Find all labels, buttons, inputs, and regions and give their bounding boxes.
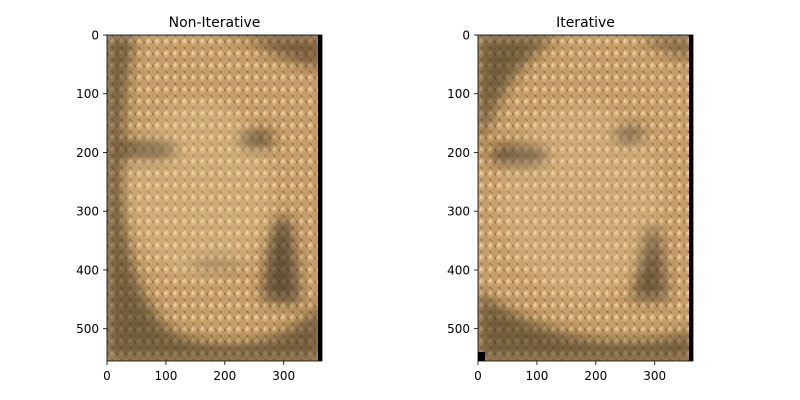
y-tick-label: 400 bbox=[76, 263, 99, 277]
y-ticks: 0 100 200 300 400 500 bbox=[76, 29, 107, 336]
y-ticks: 0 100 200 300 400 500 bbox=[447, 29, 478, 336]
face-shading bbox=[107, 35, 322, 361]
y-tick-label: 500 bbox=[76, 322, 99, 336]
x-tick-label: 0 bbox=[474, 369, 482, 383]
panel-title: Iterative bbox=[556, 15, 615, 31]
y-tick-label: 100 bbox=[447, 87, 470, 101]
x-ticks: 0 100 200 300 bbox=[474, 361, 666, 383]
panel-title: Non-Iterative bbox=[169, 15, 261, 31]
y-tick-label: 200 bbox=[76, 146, 99, 160]
y-tick-label: 0 bbox=[462, 29, 470, 43]
y-tick-label: 0 bbox=[91, 29, 99, 43]
y-tick-label: 400 bbox=[447, 263, 470, 277]
image-area bbox=[478, 35, 693, 361]
x-ticks: 0 100 200 300 bbox=[103, 361, 295, 383]
y-tick-label: 100 bbox=[76, 87, 99, 101]
panel-iterative: Iterative 0 100 200 300 400 500 0 100 200 300 bbox=[447, 15, 694, 383]
y-tick-label: 300 bbox=[76, 205, 99, 219]
image-area bbox=[107, 35, 322, 361]
x-tick-label: 200 bbox=[584, 369, 607, 383]
panel-non-iterative: Non-Iterative 0 100 200 300 400 500 0 100 200 30… bbox=[76, 15, 323, 383]
y-tick-label: 300 bbox=[447, 205, 470, 219]
face-shading bbox=[478, 35, 693, 361]
x-tick-label: 0 bbox=[103, 369, 111, 383]
x-tick-label: 100 bbox=[154, 369, 177, 383]
y-tick-label: 500 bbox=[447, 322, 470, 336]
x-tick-label: 100 bbox=[525, 369, 548, 383]
x-tick-label: 300 bbox=[643, 369, 666, 383]
x-tick-label: 300 bbox=[272, 369, 295, 383]
x-tick-label: 200 bbox=[213, 369, 236, 383]
y-tick-label: 200 bbox=[447, 146, 470, 160]
